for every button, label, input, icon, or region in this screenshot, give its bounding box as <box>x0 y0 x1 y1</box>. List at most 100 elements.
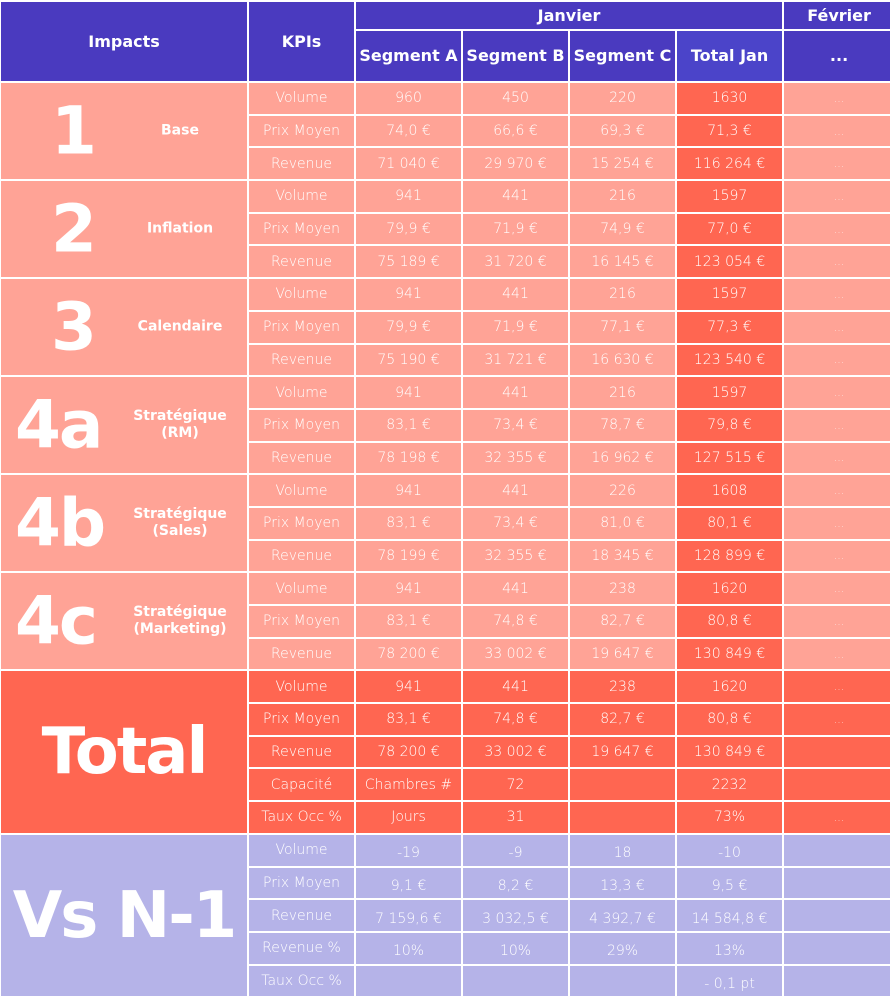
table-row: Revenue 78 200 €33 002 €19 647 €130 849 € <box>1 736 890 768</box>
fevrier-value: ... <box>784 638 890 670</box>
impact-cell: 1 Base <box>1 83 247 180</box>
segment-c-value: 238 <box>570 671 675 703</box>
fevrier-value: ... <box>784 409 890 441</box>
fevrier-value <box>784 932 890 964</box>
fevrier-value: ... <box>784 279 890 310</box>
segment-a-value: 78 198 € <box>356 442 461 474</box>
total-jan-value: 2232 <box>677 769 783 801</box>
fevrier-value: ... <box>784 344 890 376</box>
segment-c-value: 19 647 € <box>570 736 675 768</box>
kpi-label: Taux Occ % <box>249 965 354 997</box>
table-row: Taux Occ % - 0,1 pt <box>1 965 890 997</box>
kpi-label: Prix Moyen <box>249 213 354 245</box>
table-row: Prix Moyen 9,1 €8,2 €13,3 €9,5 € <box>1 867 890 899</box>
segment-c-value <box>570 965 675 997</box>
kpi-label: Revenue <box>249 246 354 278</box>
impact-label: Stratégique (Marketing) <box>133 604 227 638</box>
fevrier-value <box>784 769 890 801</box>
segment-c-value: 78,7 € <box>570 409 675 441</box>
segment-b-value: 10% <box>463 932 568 964</box>
table-row: 3 Calendaire Volume 941 441 216 1597... <box>1 279 890 376</box>
impact-label: Stratégique (Sales) <box>133 506 227 540</box>
segment-c-value: 15 254 € <box>570 148 675 180</box>
segment-a-value: 941 <box>356 573 461 604</box>
fevrier-value <box>784 736 890 768</box>
total-jan-value: 79,8 € <box>677 409 783 441</box>
segment-a-value: 83,1 € <box>356 606 461 637</box>
segment-c-value: 29% <box>570 932 675 964</box>
table-body: 1 Base Volume 960 450 220 1630... Prix Moyen 74,… <box>1 83 890 997</box>
segment-c-value <box>570 802 675 833</box>
kpi-label: Volume <box>249 181 354 212</box>
segment-b-value: 74,8 € <box>463 606 568 637</box>
segment-a-value: Jours <box>356 802 461 833</box>
table-row: Revenue 7 159,6 €3 032,5 €4 392,7 €14 584… <box>1 900 890 931</box>
kpi-label: Revenue <box>249 736 354 768</box>
kpi-label: Volume <box>249 573 354 604</box>
header-segment-a: Segment A <box>356 31 461 81</box>
total-jan-value: 77,0 € <box>677 213 783 245</box>
segment-b-value: 8,2 € <box>463 867 568 899</box>
segment-c-value: 74,9 € <box>570 213 675 245</box>
segment-b-value: 72 <box>463 769 568 801</box>
table-row: Taux Occ % Jours 31 73%... <box>1 802 890 833</box>
segment-c-value: 4 392,7 € <box>570 900 675 931</box>
segment-c-value: 82,7 € <box>570 606 675 637</box>
table-row: Prix Moyen 83,1 €74,8 €82,7 €80,8 €... <box>1 606 890 637</box>
segment-b-value: 29 970 € <box>463 148 568 180</box>
total-jan-value: 128 899 € <box>677 540 783 572</box>
total-jan-value: 1597 <box>677 377 783 408</box>
fevrier-value: ... <box>784 377 890 408</box>
fevrier-value <box>784 965 890 997</box>
impact-label: Inflation <box>146 220 214 237</box>
segment-c-value: 81,0 € <box>570 507 675 539</box>
total-jan-value: 14 584,8 € <box>677 900 783 931</box>
segment-b-value: -9 <box>463 834 568 866</box>
total-jan-value: 130 849 € <box>677 638 783 670</box>
total-jan-value: 9,5 € <box>677 867 783 899</box>
table-row: Revenue 75 189 €31 720 €16 145 €123 054 €… <box>1 246 890 278</box>
segment-a-value: 941 <box>356 181 461 212</box>
kpi-label: Revenue <box>249 638 354 670</box>
kpi-label: Volume <box>249 83 354 114</box>
header-impacts: Impacts <box>1 2 247 81</box>
impact-label: Stratégique (RM) <box>133 408 227 442</box>
total-jan-value: 1597 <box>677 181 783 212</box>
kpi-label: Revenue <box>249 900 354 931</box>
segment-c-value: 82,7 € <box>570 704 675 735</box>
kpi-label: Prix Moyen <box>249 115 354 147</box>
segment-b-value: 71,9 € <box>463 311 568 343</box>
kpi-label: Prix Moyen <box>249 507 354 539</box>
segment-b-value: 441 <box>463 181 568 212</box>
segment-c-value: 216 <box>570 181 675 212</box>
header-kpis: KPIs <box>249 2 354 81</box>
impact-cell: 4b Stratégique (Sales) <box>1 475 247 572</box>
segment-c-value: 69,3 € <box>570 115 675 147</box>
segment-a-value: 79,9 € <box>356 311 461 343</box>
segment-c-value <box>570 769 675 801</box>
segment-c-value: 238 <box>570 573 675 604</box>
fevrier-value <box>784 834 890 866</box>
total-jan-value: 80,8 € <box>677 704 783 735</box>
impact-cell: 2 Inflation <box>1 181 247 278</box>
impact-number: Total <box>41 715 209 790</box>
table-row: Prix Moyen 79,9 €71,9 €74,9 €77,0 €... <box>1 213 890 245</box>
total-jan-value: 13% <box>677 932 783 964</box>
impact-number: 2 <box>51 190 97 268</box>
fevrier-value: ... <box>784 83 890 114</box>
segment-b-value: 441 <box>463 573 568 604</box>
fevrier-value: ... <box>784 507 890 539</box>
segment-a-value: 941 <box>356 671 461 703</box>
segment-a-value: 10% <box>356 932 461 964</box>
table-row: Prix Moyen 83,1 €74,8 €82,7 €80,8 €... <box>1 704 890 735</box>
header-total-jan: Total Jan <box>677 31 783 81</box>
impact-number: 4b <box>15 484 106 562</box>
total-jan-value: 1597 <box>677 279 783 310</box>
segment-b-value: 74,8 € <box>463 704 568 735</box>
segment-b-value: 441 <box>463 475 568 506</box>
segment-a-value: 83,1 € <box>356 507 461 539</box>
table-row: Revenue 78 200 €33 002 €19 647 €130 849 €… <box>1 638 890 670</box>
impact-number: 4a <box>15 386 103 464</box>
segment-b-value: 73,4 € <box>463 507 568 539</box>
segment-c-value: 16 145 € <box>570 246 675 278</box>
